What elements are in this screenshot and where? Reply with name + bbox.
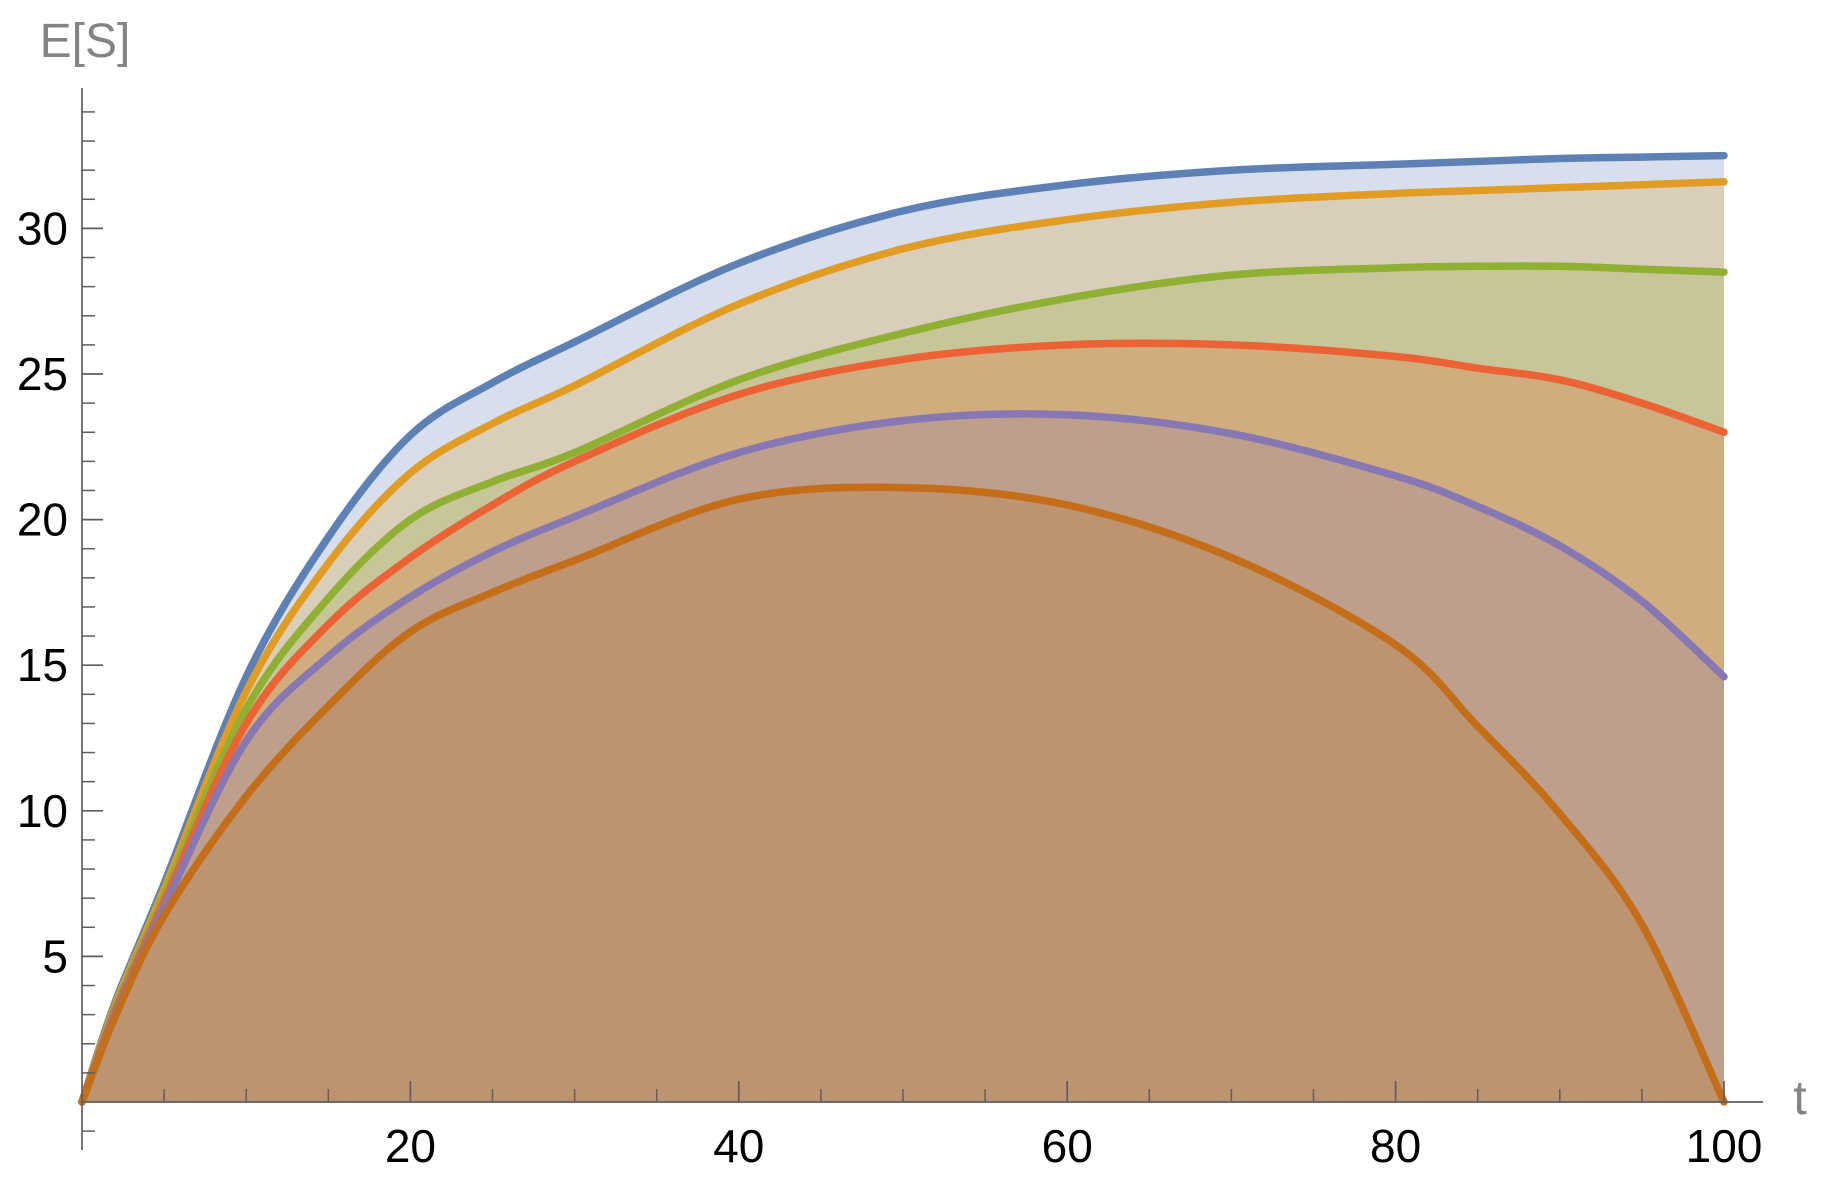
- y-tick-label: 30: [17, 202, 68, 254]
- curve-series-6-brown: [78, 483, 1728, 1106]
- area-fill-series-6-brown: [82, 487, 1724, 1102]
- curve-series-5-purple: [78, 410, 1728, 1106]
- area-fill-series-5-purple: [82, 413, 1724, 1102]
- x-tick-label: 20: [385, 1120, 436, 1172]
- area-fill-series-4-red: [82, 343, 1724, 1103]
- curve-series-1-blue: [78, 151, 1728, 1106]
- x-tick-label: 60: [1042, 1120, 1093, 1172]
- curve-series-4-red: [78, 339, 1728, 1106]
- axes: [81, 88, 1763, 1150]
- tick-marks: [82, 111, 1725, 1132]
- y-tick-label: 25: [17, 348, 68, 400]
- y-axis-label: E[S]: [40, 15, 131, 68]
- series-curves: [78, 151, 1728, 1106]
- tick-labels: 20 40 60 80 100 5 10 15 20 25 30: [17, 202, 1763, 1172]
- curve-series-2-orange: [78, 178, 1728, 1106]
- x-tick-label: 80: [1370, 1120, 1421, 1172]
- x-tick-label: 40: [713, 1120, 764, 1172]
- y-tick-label: 10: [17, 785, 68, 837]
- y-tick-label: 5: [42, 930, 68, 982]
- curve-series-3-green: [78, 262, 1728, 1106]
- area-fill-series-3-green: [82, 265, 1724, 1102]
- area-fill-series-2-orange: [82, 181, 1724, 1103]
- area-fills: [82, 155, 1724, 1103]
- y-tick-label: 15: [17, 639, 68, 691]
- area-fill-series-1-blue: [82, 155, 1724, 1103]
- x-tick-label: 100: [1686, 1120, 1763, 1172]
- x-axis-label: t: [1793, 1072, 1806, 1125]
- y-tick-label: 20: [17, 494, 68, 546]
